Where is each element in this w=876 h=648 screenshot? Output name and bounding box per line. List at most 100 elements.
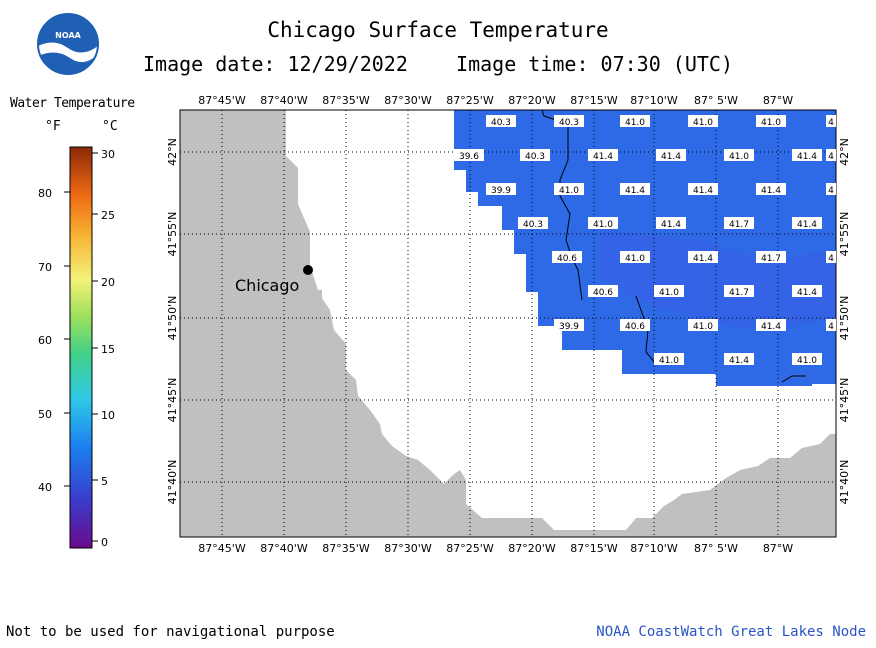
land-west bbox=[180, 110, 836, 537]
temperature-value-label: 40.6 bbox=[552, 251, 582, 264]
unit-fahrenheit: °F bbox=[45, 119, 61, 134]
temperature-value-label: 41.0 bbox=[792, 353, 822, 366]
svg-text:41.4: 41.4 bbox=[661, 220, 681, 230]
temperature-value-label: 4 bbox=[826, 183, 836, 196]
svg-text:41.0: 41.0 bbox=[693, 118, 713, 128]
svg-text:40.6: 40.6 bbox=[625, 322, 645, 332]
temperature-value-label: 41.7 bbox=[756, 251, 786, 264]
f-tick: 70 bbox=[38, 261, 52, 274]
credit: NOAA CoastWatch Great Lakes Node bbox=[596, 624, 866, 640]
lat-label-left: 42°N bbox=[166, 138, 179, 166]
svg-text:41.0: 41.0 bbox=[729, 152, 749, 162]
f-tick: 40 bbox=[38, 481, 52, 494]
f-tick: 50 bbox=[38, 408, 52, 421]
lat-label-right: 41°55'N bbox=[838, 212, 851, 257]
svg-text:41.4: 41.4 bbox=[761, 186, 781, 196]
temperature-value-label: 41.0 bbox=[554, 183, 584, 196]
lon-label-bottom: 87°W bbox=[763, 542, 793, 555]
temperature-value-label: 41.0 bbox=[654, 285, 684, 298]
c-tick: 5 bbox=[101, 475, 108, 488]
lat-label-right: 42°N bbox=[838, 138, 851, 166]
temperature-value-label: 41.0 bbox=[588, 217, 618, 230]
lon-label-top: 87°25'W bbox=[446, 94, 494, 107]
svg-text:4: 4 bbox=[828, 186, 834, 196]
svg-text:39.9: 39.9 bbox=[491, 186, 511, 196]
temperature-value-label: 41.4 bbox=[792, 285, 822, 298]
lon-label-top: 87°40'W bbox=[260, 94, 308, 107]
lon-label-bottom: 87°10'W bbox=[630, 542, 678, 555]
temperature-value-label: 40.6 bbox=[588, 285, 618, 298]
svg-text:40.6: 40.6 bbox=[557, 254, 577, 264]
svg-text:41.4: 41.4 bbox=[729, 356, 749, 366]
temperature-value-label: 41.4 bbox=[792, 217, 822, 230]
f-tick: 80 bbox=[38, 187, 52, 200]
lon-label-bottom: 87°20'W bbox=[508, 542, 556, 555]
city-label: Chicago bbox=[235, 276, 299, 295]
disclaimer: Not to be used for navigational purpose bbox=[6, 624, 335, 640]
svg-text:41.4: 41.4 bbox=[693, 254, 713, 264]
svg-text:41.4: 41.4 bbox=[625, 186, 645, 196]
svg-text:41.0: 41.0 bbox=[693, 322, 713, 332]
temperature-value-label: 41.4 bbox=[688, 251, 718, 264]
temperature-value-label: 41.4 bbox=[656, 217, 686, 230]
temperature-value-label: 40.6 bbox=[620, 319, 650, 332]
temperature-value-label: 4 bbox=[826, 149, 836, 162]
temperature-value-label: 39.6 bbox=[454, 149, 484, 162]
temperature-value-label: 41.4 bbox=[620, 183, 650, 196]
svg-text:4: 4 bbox=[828, 152, 834, 162]
lon-label-bottom: 87°30'W bbox=[384, 542, 432, 555]
lat-label-left: 41°45'N bbox=[166, 378, 179, 423]
lat-label-left: 41°40'N bbox=[166, 460, 179, 505]
temperature-value-label: 39.9 bbox=[554, 319, 584, 332]
f-tick: 60 bbox=[38, 334, 52, 347]
lon-label-bottom: 87°25'W bbox=[446, 542, 494, 555]
svg-text:41.7: 41.7 bbox=[729, 288, 749, 298]
temperature-value-label: 40.3 bbox=[486, 115, 516, 128]
image-date-time: Image date: 12/29/2022 Image time: 07:30… bbox=[142, 52, 733, 76]
temperature-value-label: 41.4 bbox=[688, 183, 718, 196]
temperature-value-label: 41.0 bbox=[688, 319, 718, 332]
c-tick: 20 bbox=[101, 276, 115, 289]
svg-text:41.4: 41.4 bbox=[797, 288, 817, 298]
lat-label-right: 41°45'N bbox=[838, 378, 851, 423]
svg-text:39.9: 39.9 bbox=[559, 322, 579, 332]
temperature-value-label: 39.9 bbox=[486, 183, 516, 196]
temperature-value-label: 41.4 bbox=[756, 319, 786, 332]
lon-label-bottom: 87°15'W bbox=[570, 542, 618, 555]
lon-label-top: 87°20'W bbox=[508, 94, 556, 107]
svg-text:41.4: 41.4 bbox=[661, 152, 681, 162]
unit-celsius: °C bbox=[102, 119, 118, 134]
temperature-labels: 40.3 40.3 41.0 41.0 41.0 4 39.6 40.3 41.4 41.4 41.… bbox=[454, 115, 836, 366]
temperature-value-label: 41.0 bbox=[620, 251, 650, 264]
temperature-value-label: 40.3 bbox=[520, 149, 550, 162]
svg-text:40.3: 40.3 bbox=[523, 220, 543, 230]
c-tick: 15 bbox=[101, 343, 115, 356]
temperature-value-label: 40.3 bbox=[518, 217, 548, 230]
svg-text:41.4: 41.4 bbox=[797, 152, 817, 162]
svg-text:40.3: 40.3 bbox=[559, 118, 579, 128]
lon-label-top: 87°W bbox=[763, 94, 793, 107]
svg-text:41.0: 41.0 bbox=[625, 118, 645, 128]
lon-label-bottom: 87°40'W bbox=[260, 542, 308, 555]
temperature-value-label: 41.0 bbox=[688, 115, 718, 128]
svg-text:39.6: 39.6 bbox=[459, 152, 479, 162]
lon-label-bottom: 87°35'W bbox=[322, 542, 370, 555]
svg-text:41.7: 41.7 bbox=[729, 220, 749, 230]
temperature-value-label: 41.4 bbox=[724, 353, 754, 366]
svg-text:40.3: 40.3 bbox=[491, 118, 511, 128]
svg-text:41.7: 41.7 bbox=[761, 254, 781, 264]
svg-text:4: 4 bbox=[828, 254, 834, 264]
svg-text:41.4: 41.4 bbox=[593, 152, 613, 162]
lon-label-bottom: 87° 5'W bbox=[694, 542, 738, 555]
svg-text:41.4: 41.4 bbox=[797, 220, 817, 230]
temperature-value-label: 41.4 bbox=[656, 149, 686, 162]
color-scale: 80 70 60 50 40 30 25 20 15 10 5 0 bbox=[38, 146, 115, 549]
svg-text:41.4: 41.4 bbox=[693, 186, 713, 196]
legend-title: Water Temperature bbox=[10, 96, 135, 111]
svg-text:41.0: 41.0 bbox=[625, 254, 645, 264]
lon-label-top: 87°45'W bbox=[198, 94, 246, 107]
temperature-value-label: 41.7 bbox=[724, 285, 754, 298]
lon-label-top: 87°30'W bbox=[384, 94, 432, 107]
temperature-value-label: 41.0 bbox=[654, 353, 684, 366]
temperature-value-label: 41.7 bbox=[724, 217, 754, 230]
